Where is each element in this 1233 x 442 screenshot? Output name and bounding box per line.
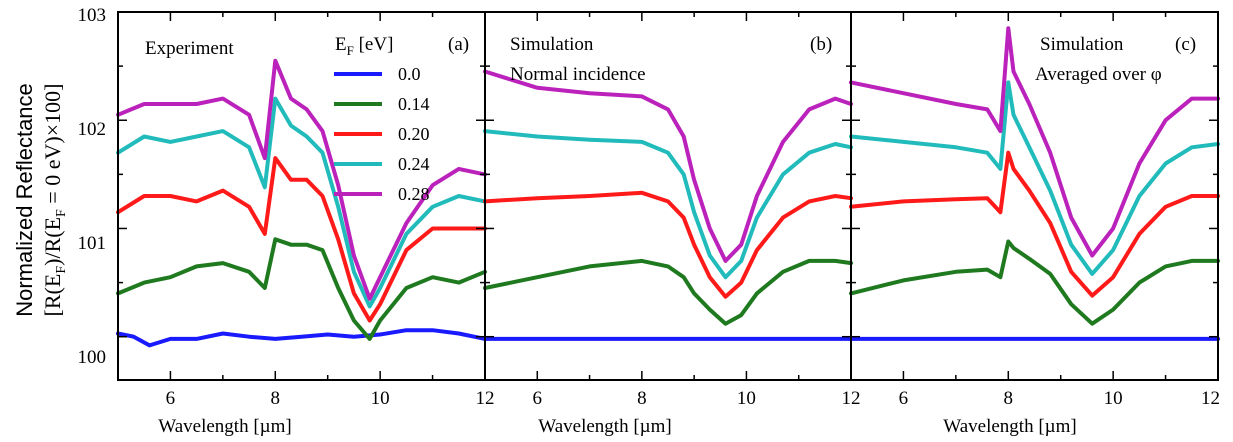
legend: EF [eV] 0.0 0.14 0.20 0.24 0.28 bbox=[334, 34, 430, 204]
panel-a: 6 8 10 12 bbox=[116, 11, 495, 409]
x-tick-label: 8 bbox=[637, 388, 647, 409]
x-tick-label: 12 bbox=[842, 388, 861, 409]
legend-entry: 0.0 bbox=[398, 64, 421, 84]
x-tick-label: 6 bbox=[899, 388, 909, 409]
panel-c-xlabel: Wavelength [µm] bbox=[943, 416, 1076, 437]
panel-a-label: (a) bbox=[448, 34, 469, 55]
series-line-0.28 bbox=[116, 58, 487, 301]
x-tick-label: 10 bbox=[1104, 388, 1123, 409]
y-axis-label-line2: [R(EF)/R(EF = 0 eV)×100] bbox=[40, 84, 69, 317]
panel-c-title: Simulation bbox=[1040, 34, 1124, 55]
panel-c-subtitle: Averaged over φ bbox=[1035, 64, 1162, 85]
legend-entry: 0.20 bbox=[398, 124, 430, 144]
series-line-0.24 bbox=[849, 80, 1220, 276]
series-line-0.28 bbox=[483, 69, 853, 263]
x-tick-label: 12 bbox=[1201, 388, 1220, 409]
panel-c-label: (c) bbox=[1175, 34, 1196, 55]
panels: 6 8 10 12 6 8 10 12 6 8 10 12 bbox=[116, 11, 1220, 409]
series-line-0.14 bbox=[483, 258, 853, 326]
series-line-0.14 bbox=[116, 237, 487, 341]
panel-a-title: Experiment bbox=[145, 38, 234, 59]
y-tick-label: 101 bbox=[78, 233, 107, 254]
x-tick-label: 6 bbox=[533, 388, 543, 409]
panel-b-text: Simulation Normal incidence (b) Waveleng… bbox=[510, 34, 832, 437]
x-tick-label: 8 bbox=[1004, 388, 1014, 409]
x-tick-label: 10 bbox=[737, 388, 756, 409]
legend-entry: 0.24 bbox=[398, 154, 430, 174]
panel-c: 6 8 10 12 bbox=[849, 11, 1220, 409]
series-line-0.20 bbox=[116, 156, 487, 323]
legend-entry: 0.28 bbox=[398, 184, 430, 204]
x-tick-label: 8 bbox=[271, 388, 281, 409]
panel-c-text: Simulation Averaged over φ (c) Wavelengt… bbox=[943, 34, 1196, 437]
panel-a-text: Experiment (a) Wavelength [µm] bbox=[145, 34, 469, 437]
series-line-0.20 bbox=[849, 150, 1220, 298]
series-line-0.20 bbox=[483, 190, 853, 299]
series-line-0.14 bbox=[849, 239, 1220, 326]
y-tick-labels: 100 101 102 103 bbox=[78, 5, 107, 368]
panel-a-xlabel: Wavelength [µm] bbox=[158, 416, 291, 437]
y-tick-label: 100 bbox=[78, 347, 107, 368]
legend-entry: 0.14 bbox=[398, 94, 430, 114]
series-line-0.28 bbox=[849, 26, 1220, 258]
series-line-0.0 bbox=[116, 328, 487, 348]
y-tick-label: 103 bbox=[78, 5, 107, 26]
x-tick-label: 12 bbox=[476, 388, 495, 409]
series-line-0.24 bbox=[116, 96, 487, 309]
panel-b-label: (b) bbox=[810, 34, 832, 55]
x-tick-label: 6 bbox=[166, 388, 176, 409]
x-tick-label: 10 bbox=[371, 388, 390, 409]
panel-b-xlabel: Wavelength [µm] bbox=[538, 416, 671, 437]
panel-b-title: Simulation bbox=[510, 34, 594, 55]
y-axis-label: Normalized Reflectance [R(EF)/R(EF = 0 e… bbox=[12, 83, 69, 317]
y-tick-label: 102 bbox=[78, 119, 107, 140]
y-axis-label-line1: Normalized Reflectance bbox=[12, 83, 37, 317]
panel-b-subtitle: Normal incidence bbox=[510, 64, 646, 85]
legend-title: EF [eV] bbox=[335, 34, 393, 58]
series-line-0.24 bbox=[483, 129, 853, 280]
panel-frame bbox=[850, 11, 1219, 381]
